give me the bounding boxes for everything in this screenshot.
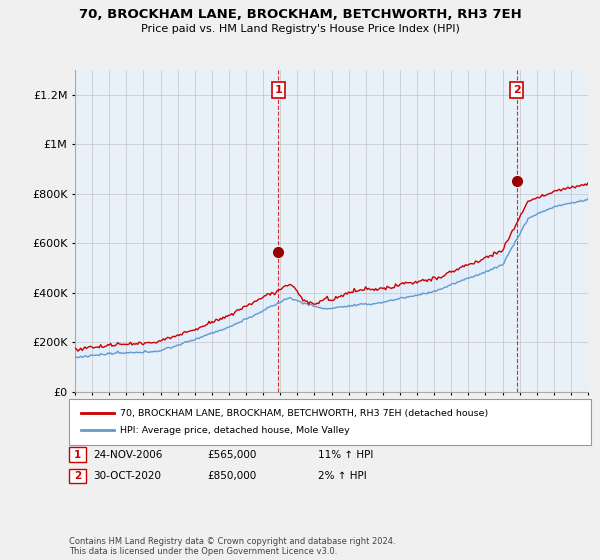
Text: 2: 2 xyxy=(513,85,521,95)
Text: Price paid vs. HM Land Registry's House Price Index (HPI): Price paid vs. HM Land Registry's House … xyxy=(140,24,460,34)
Text: 24-NOV-2006: 24-NOV-2006 xyxy=(93,450,163,460)
Text: 11% ↑ HPI: 11% ↑ HPI xyxy=(318,450,373,460)
Text: £850,000: £850,000 xyxy=(207,471,256,481)
Text: 2: 2 xyxy=(74,471,81,481)
Text: £565,000: £565,000 xyxy=(207,450,256,460)
Text: 1: 1 xyxy=(74,450,81,460)
Text: 70, BROCKHAM LANE, BROCKHAM, BETCHWORTH, RH3 7EH: 70, BROCKHAM LANE, BROCKHAM, BETCHWORTH,… xyxy=(79,8,521,21)
Text: 30-OCT-2020: 30-OCT-2020 xyxy=(93,471,161,481)
Text: 70, BROCKHAM LANE, BROCKHAM, BETCHWORTH, RH3 7EH (detached house): 70, BROCKHAM LANE, BROCKHAM, BETCHWORTH,… xyxy=(120,409,488,418)
Text: HPI: Average price, detached house, Mole Valley: HPI: Average price, detached house, Mole… xyxy=(120,426,350,435)
Text: Contains HM Land Registry data © Crown copyright and database right 2024.
This d: Contains HM Land Registry data © Crown c… xyxy=(69,536,395,556)
Text: 2% ↑ HPI: 2% ↑ HPI xyxy=(318,471,367,481)
Text: 1: 1 xyxy=(275,85,283,95)
